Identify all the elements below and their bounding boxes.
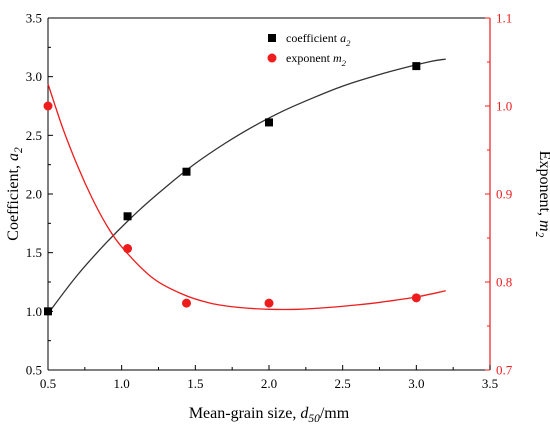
legend-circle-marker [267, 53, 277, 63]
left-y-tick-label: 0.5 [26, 363, 42, 378]
left-y-axis-ticks: 0.5 1.0 1.5 2.0 2.5 3.0 3.5 [26, 11, 53, 378]
exponent-point [181, 298, 191, 308]
data-points [43, 62, 421, 316]
legend: coefficient a2 exponent m2 [267, 31, 351, 68]
right-y-tick-label: 1.0 [496, 99, 512, 114]
x-tick-label: 2.0 [261, 376, 277, 391]
exponent-fit-curve [47, 83, 446, 311]
right-y-axis-title: Exponent, m2 [533, 151, 550, 238]
right-y-axis-ticks: 0.7 0.8 0.9 1.0 1.1 [485, 11, 513, 378]
exponent-point [123, 244, 133, 254]
right-y-tick-label: 0.9 [496, 187, 512, 202]
x-tick-label: 3.0 [408, 376, 424, 391]
x-tick-label: 1.5 [187, 376, 203, 391]
x-tick-label: 1.0 [114, 376, 130, 391]
legend-label-exponent: exponent m2 [286, 51, 347, 68]
coefficient-point [412, 62, 421, 71]
coefficient-point [182, 167, 191, 176]
left-y-tick-label: 2.0 [26, 187, 42, 202]
left-y-tick-label: 2.5 [26, 128, 42, 143]
legend-label-coefficient: coefficient a2 [286, 31, 351, 48]
right-y-tick-label: 1.1 [496, 11, 512, 26]
x-tick-label: 2.5 [335, 376, 351, 391]
exponent-point [264, 298, 274, 308]
x-axis-title: Mean-grain size, d50/mm [189, 405, 350, 425]
fit-curves [47, 58, 446, 315]
left-y-tick-label: 1.5 [26, 245, 42, 260]
right-y-tick-label: 0.8 [496, 275, 512, 290]
plot-frame [47, 17, 491, 371]
coefficient-point [123, 212, 132, 221]
axis-titles: Mean-grain size, d50/mm Coefficient, a2 Ex… [5, 147, 550, 425]
exponent-point [411, 293, 421, 303]
exponent-point [43, 101, 53, 111]
left-y-axis-title: Coefficient, a2 [5, 147, 25, 241]
x-tick-label: 3.5 [482, 376, 498, 391]
left-y-tick-label: 3.5 [26, 11, 42, 26]
left-y-tick-label: 3.0 [26, 69, 42, 84]
x-tick-label: 0.5 [40, 376, 56, 391]
legend-square-marker [268, 34, 276, 42]
coefficient-point [265, 118, 273, 127]
coefficient-point [44, 307, 52, 316]
right-y-tick-label: 0.7 [496, 363, 513, 378]
coefficient-fit-curve [47, 58, 446, 315]
x-axis-ticks: 0.5 1.0 1.5 2.0 2.5 3.0 3.5 [40, 365, 498, 391]
left-y-tick-label: 1.0 [26, 304, 42, 319]
